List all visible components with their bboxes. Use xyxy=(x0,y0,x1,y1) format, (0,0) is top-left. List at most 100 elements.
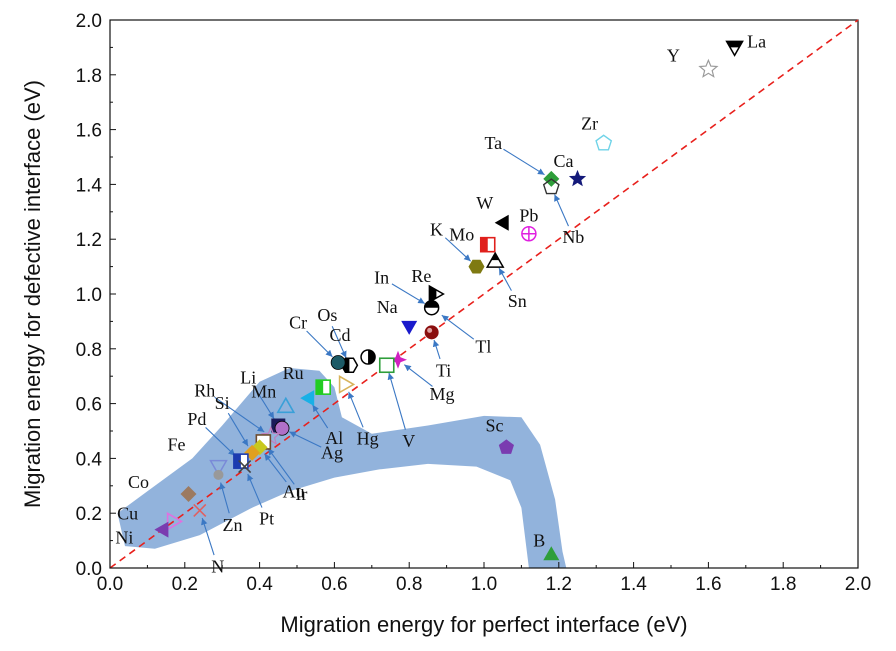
point-label-os: Os xyxy=(317,305,337,325)
point-label-zr: Zr xyxy=(581,113,598,133)
point-label-ag: Ag xyxy=(321,442,343,462)
x-tick-label: 0.6 xyxy=(321,574,347,595)
point-label-in: In xyxy=(374,268,389,288)
point-zr xyxy=(595,134,613,151)
label-arrow-ag xyxy=(289,431,322,448)
y-axis-title: Migration energy for defective interface… xyxy=(20,80,45,508)
point-label-ca: Ca xyxy=(554,151,574,171)
y-tick-label: 0.4 xyxy=(76,449,103,470)
highlight-region xyxy=(117,368,567,568)
point-label-pb: Pb xyxy=(519,206,538,226)
y-tick-label: 1.0 xyxy=(76,285,102,306)
label-arrow-pt xyxy=(247,473,263,508)
point-label-si: Si xyxy=(215,393,230,413)
label-arrow-au xyxy=(264,453,287,483)
highlight-region-layer xyxy=(117,368,567,568)
point-co xyxy=(180,486,197,502)
label-arrow-v xyxy=(387,372,406,430)
point-label-cu: Cu xyxy=(117,503,138,523)
point-label-w: W xyxy=(476,193,493,213)
point-label-ir: Ir xyxy=(295,484,307,504)
point-w xyxy=(494,214,509,231)
point-sc xyxy=(498,439,514,454)
y-tick-label: 0.2 xyxy=(76,504,102,525)
y-tick-label: 1.6 xyxy=(76,121,102,142)
point-label-la: La xyxy=(747,31,766,51)
x-tick-label: 0.2 xyxy=(172,574,198,595)
label-arrow-sn xyxy=(498,267,512,291)
label-arrow-tl xyxy=(441,314,475,340)
point-mg xyxy=(389,350,407,369)
point-label-hg: Hg xyxy=(357,428,379,448)
x-tick-label: 1.0 xyxy=(471,574,497,595)
point-label-au: Au xyxy=(283,481,305,501)
y-tick-label: 0.6 xyxy=(76,395,102,416)
point-label-co: Co xyxy=(128,472,149,492)
point-labels: Y La Zr Ta Ca Nb W Pb Mo Sn K Re In Na Ti Tl Cd Mg V Os Cr Ru… xyxy=(115,31,766,576)
reference-diagonal-line xyxy=(109,19,859,569)
point-ti xyxy=(424,325,439,340)
x-tick-label: 0.4 xyxy=(246,574,273,595)
label-arrow-k xyxy=(444,237,472,262)
y-tick-label: 0.0 xyxy=(76,559,102,580)
x-tick-label: 1.2 xyxy=(546,574,572,595)
point-label-mg: Mg xyxy=(429,384,454,404)
point-label-cd: Cd xyxy=(330,325,351,345)
point-label-zn: Zn xyxy=(222,515,242,535)
y-tick-label: 2.0 xyxy=(76,11,102,32)
point-v xyxy=(378,357,395,374)
y-tick-label: 1.8 xyxy=(76,66,102,87)
point-label-rh: Rh xyxy=(194,380,215,400)
point-ag xyxy=(274,420,290,436)
label-arrow-nb xyxy=(554,194,569,227)
label-arrow-li xyxy=(254,387,275,420)
point-label-pt: Pt xyxy=(259,509,274,529)
point-label-li: Li xyxy=(240,368,256,388)
point-label-tl: Tl xyxy=(475,336,491,356)
point-label-ni: Ni xyxy=(115,528,133,548)
point-zn xyxy=(213,469,224,480)
x-tick-label: 0.8 xyxy=(396,574,422,595)
label-arrow-ir xyxy=(267,448,295,485)
point-label-al: Al xyxy=(325,428,343,448)
data-points xyxy=(154,40,744,561)
point-label-y: Y xyxy=(667,45,680,65)
point-na xyxy=(401,320,418,335)
label-arrow-al xyxy=(312,404,329,429)
label-arrow-ta xyxy=(503,148,545,176)
point-label-n: N xyxy=(211,556,224,576)
x-tick-label: 0.0 xyxy=(97,574,123,595)
point-n xyxy=(193,503,207,518)
point-la xyxy=(725,40,744,57)
point-pd xyxy=(233,453,249,469)
label-arrow-rh xyxy=(214,396,265,433)
point-ru xyxy=(315,379,331,395)
label-arrow-cr xyxy=(306,330,333,358)
point-al xyxy=(300,390,315,407)
x-tick-label: 1.4 xyxy=(620,574,647,595)
point-sn xyxy=(485,251,505,268)
x-tick-label: 1.6 xyxy=(695,574,721,595)
point-label-sn: Sn xyxy=(508,291,527,311)
point-pt xyxy=(238,460,252,474)
point-mn xyxy=(276,396,296,414)
point-label-b: B xyxy=(533,530,545,550)
point-label-mo: Mo xyxy=(449,225,474,245)
label-arrow-pd xyxy=(205,427,236,457)
point-label-mn: Mn xyxy=(251,381,276,401)
point-label-k: K xyxy=(430,220,443,240)
label-arrow-ti xyxy=(432,339,441,360)
point-label-cr: Cr xyxy=(289,313,307,333)
point-label-ti: Ti xyxy=(436,360,451,380)
y-tick-label: 1.2 xyxy=(76,230,102,251)
label-arrow-os xyxy=(331,326,347,359)
point-ni xyxy=(154,521,169,538)
point-mo xyxy=(479,236,496,253)
label-arrow-si xyxy=(227,412,249,447)
point-label-ta: Ta xyxy=(484,133,502,153)
y-tick-label: 1.4 xyxy=(76,175,103,196)
label-arrow-hg xyxy=(348,391,364,428)
label-arrows xyxy=(201,148,569,556)
point-hg xyxy=(338,375,356,394)
